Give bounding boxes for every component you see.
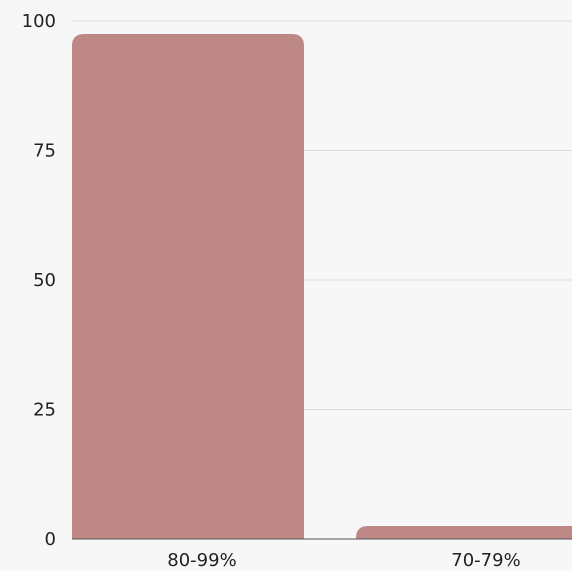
bar-80-99%: [72, 33, 304, 539]
bars: [72, 33, 572, 539]
y-tick-label: 25: [33, 400, 56, 421]
x-tick-label: 80-99%: [167, 550, 236, 571]
y-tick-label: 100: [22, 11, 56, 32]
y-tick-label: 0: [45, 529, 56, 550]
x-tick-label: 70-79%: [451, 550, 520, 571]
y-axis-ticks: 0 25 50 75 100: [22, 11, 56, 550]
y-tick-label: 50: [33, 270, 56, 291]
y-tick-label: 75: [33, 141, 56, 162]
x-axis-ticks: 80-99% 70-79%: [167, 550, 520, 571]
bar-70-79%: [356, 526, 572, 539]
